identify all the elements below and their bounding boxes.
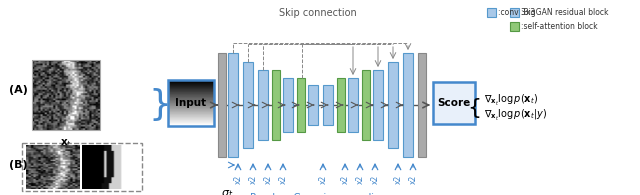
Text: $\nabla_{\mathbf{x}_t} \log p(\mathbf{x}_t)$: $\nabla_{\mathbf{x}_t} \log p(\mathbf{x}… [484, 92, 538, 107]
Text: x2: x2 [340, 175, 349, 184]
Bar [510, 8, 519, 17]
Text: x2: x2 [355, 175, 365, 184]
Text: x2: x2 [371, 175, 380, 184]
Text: x2: x2 [234, 175, 243, 184]
Bar [487, 8, 496, 17]
Text: {: { [467, 98, 481, 118]
Bar [373, 70, 383, 140]
Text: $\nabla_{\mathbf{x}_t} \log p(\mathbf{x}_t|y)$: $\nabla_{\mathbf{x}_t} \log p(\mathbf{x}… [484, 107, 547, 122]
Bar [272, 70, 280, 140]
Text: x2: x2 [264, 175, 273, 184]
Text: Input: Input [175, 98, 207, 108]
Text: x2: x2 [408, 175, 417, 184]
Text: x2: x2 [278, 175, 287, 184]
Bar [22, 143, 142, 191]
Bar [362, 70, 370, 140]
Bar [337, 78, 345, 132]
Bar [32, 60, 100, 130]
Text: }: } [148, 88, 171, 122]
Text: $\mathbf{x}_t$: $\mathbf{x}_t$ [60, 137, 72, 149]
Bar [388, 62, 398, 148]
Bar [403, 53, 413, 157]
Text: Skip connection: Skip connection [279, 8, 357, 18]
Text: Score: Score [437, 98, 470, 108]
Text: $\mathbf{x}_t|y$: $\mathbf{x}_t|y$ [69, 193, 91, 195]
Text: :BigGAN residual block: :BigGAN residual block [521, 8, 609, 17]
Bar [168, 80, 214, 126]
Bar [297, 78, 305, 132]
Text: x2: x2 [394, 175, 403, 184]
Text: $\sigma_t$: $\sigma_t$ [221, 188, 234, 195]
Text: Random Gaussian encoding: Random Gaussian encoding [250, 193, 386, 195]
Bar [510, 22, 519, 31]
Bar [258, 70, 268, 140]
Bar [283, 78, 293, 132]
Bar [228, 53, 238, 157]
Text: (A): (A) [9, 85, 28, 95]
Text: :conv 3x3: :conv 3x3 [498, 8, 535, 17]
Text: :self-attention block: :self-attention block [521, 22, 598, 31]
Bar [243, 62, 253, 148]
Text: (B): (B) [9, 160, 28, 170]
Bar [418, 53, 426, 157]
Bar [218, 53, 226, 157]
Bar [433, 82, 475, 124]
Text: x2: x2 [319, 175, 328, 184]
Bar [348, 78, 358, 132]
Bar [308, 85, 318, 125]
Text: x2: x2 [248, 175, 257, 184]
Bar [323, 85, 333, 125]
